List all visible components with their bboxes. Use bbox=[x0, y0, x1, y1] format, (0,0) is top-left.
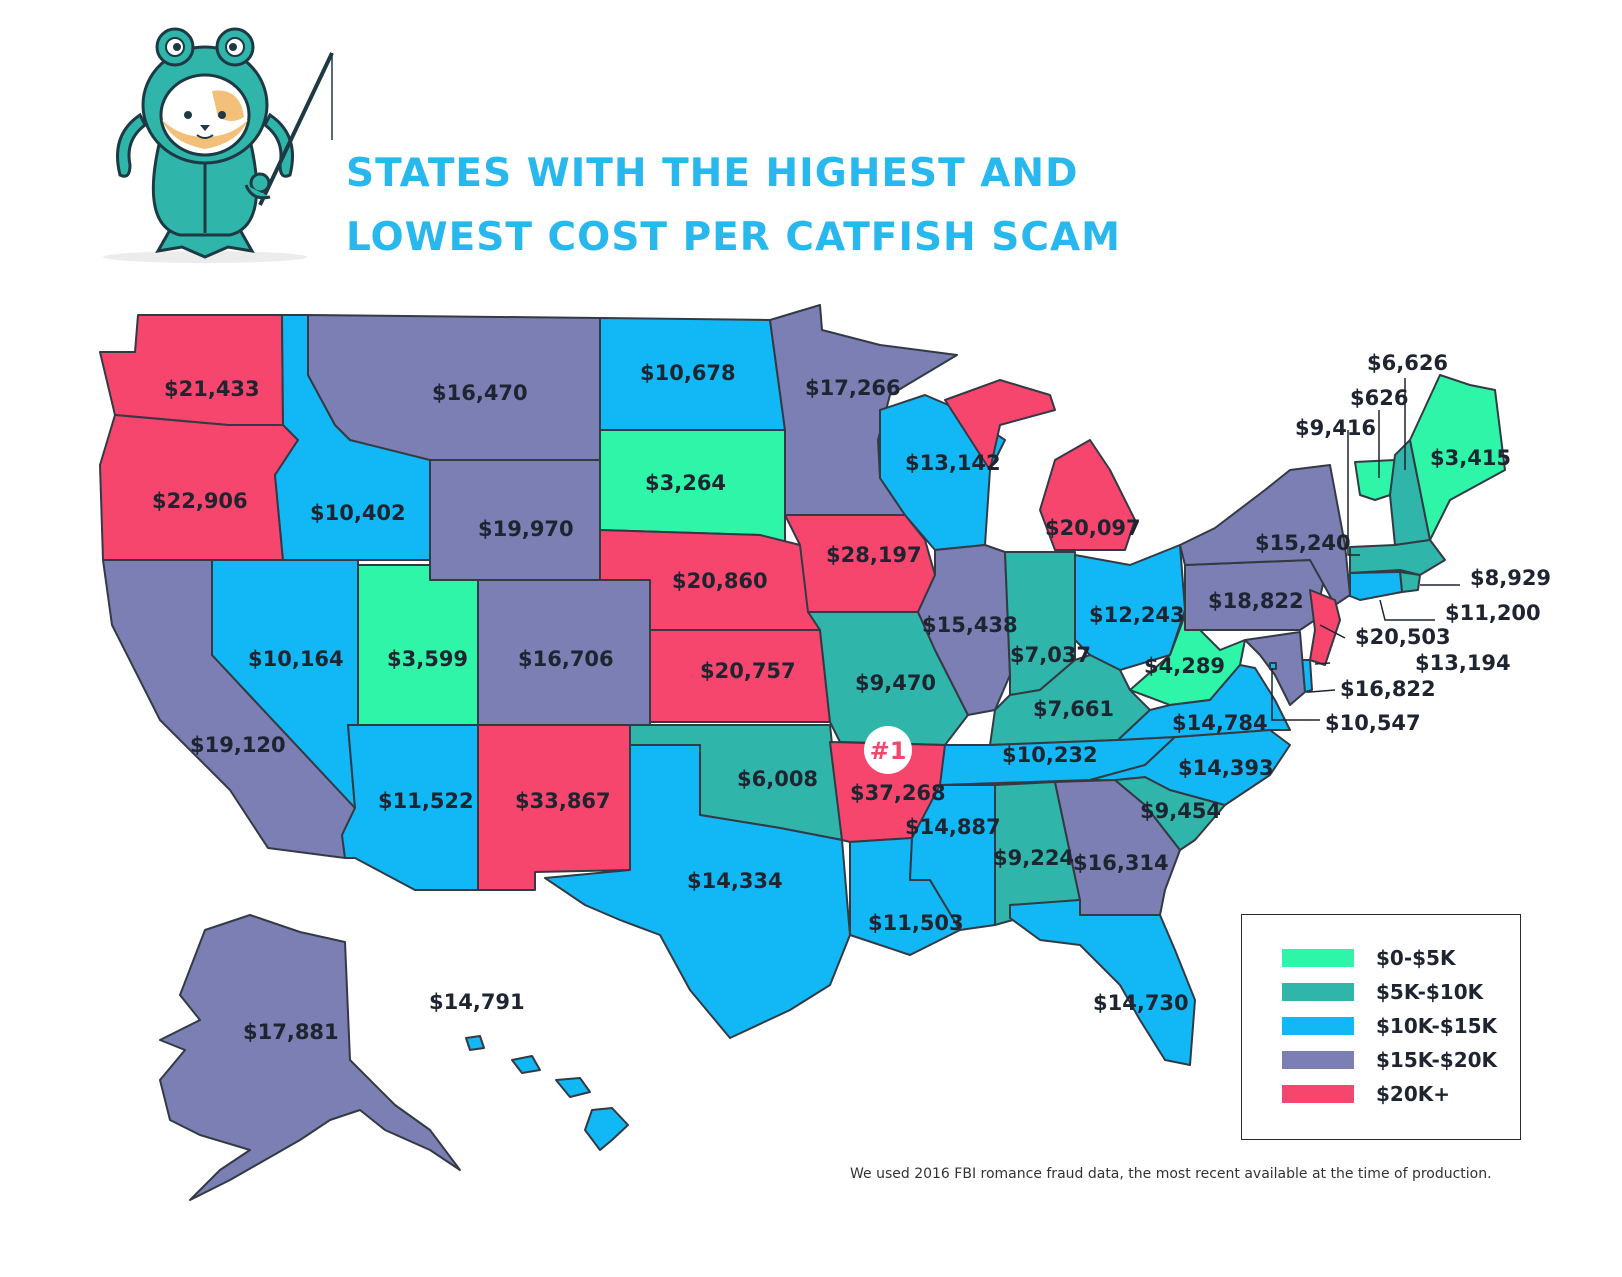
label-vt: $626 bbox=[1350, 386, 1408, 410]
state-va[interactable] bbox=[1117, 664, 1291, 741]
label-mt: $16,470 bbox=[432, 381, 528, 405]
legend-swatch bbox=[1282, 983, 1354, 1001]
legend-label: $20K+ bbox=[1376, 1082, 1451, 1106]
label-mo: $9,470 bbox=[855, 671, 936, 695]
label-nh: $6,626 bbox=[1367, 351, 1448, 375]
legend-label: $5K-$10K bbox=[1376, 980, 1484, 1004]
label-ky: $7,661 bbox=[1033, 697, 1114, 721]
state-hi-kauai[interactable] bbox=[465, 1035, 485, 1051]
catfish-mascot-illustration bbox=[103, 27, 334, 263]
label-md: $16,822 bbox=[1340, 677, 1436, 701]
label-dc: $10,547 bbox=[1325, 711, 1421, 735]
label-nm: $33,867 bbox=[515, 789, 611, 813]
state-fl[interactable] bbox=[1009, 899, 1196, 1066]
label-ny: $15,240 bbox=[1255, 531, 1351, 555]
label-in: $7,037 bbox=[1010, 643, 1091, 667]
label-mi: $20,097 bbox=[1045, 516, 1141, 540]
state-hi-oahu[interactable] bbox=[511, 1055, 541, 1074]
label-wy: $19,970 bbox=[478, 517, 574, 541]
rank-badge bbox=[864, 726, 912, 774]
label-nc: $14,393 bbox=[1178, 756, 1274, 780]
fishing-rod-icon bbox=[258, 52, 334, 206]
label-mn: $17,266 bbox=[805, 376, 901, 400]
label-ct: $11,200 bbox=[1445, 601, 1541, 625]
state-nc[interactable] bbox=[1089, 729, 1291, 806]
state-me[interactable] bbox=[1409, 374, 1506, 541]
rank-badge-label: #1 bbox=[870, 737, 907, 765]
state-ri[interactable] bbox=[1399, 571, 1421, 593]
label-de: $13,194 bbox=[1415, 651, 1511, 675]
state-il[interactable] bbox=[917, 544, 1011, 716]
label-al: $9,224 bbox=[993, 846, 1074, 870]
legend-label: $15K-$20K bbox=[1376, 1048, 1498, 1072]
label-fl: $14,730 bbox=[1093, 991, 1189, 1015]
label-ia: $28,197 bbox=[826, 543, 922, 567]
state-ut[interactable] bbox=[357, 564, 479, 726]
legend: $0-$5K $5K-$10K $10K-$15K $15K-$20K $20K… bbox=[1241, 914, 1521, 1140]
state-hi-big-island[interactable] bbox=[584, 1107, 629, 1151]
label-oh: $12,243 bbox=[1089, 603, 1185, 627]
label-ar: $37,268 bbox=[850, 781, 946, 805]
state-ak[interactable] bbox=[159, 914, 461, 1201]
callout-leader-lines bbox=[1271, 378, 1460, 721]
label-ks: $20,757 bbox=[700, 659, 796, 683]
label-nv: $10,164 bbox=[248, 647, 344, 671]
label-co: $16,706 bbox=[518, 647, 614, 671]
state-wa[interactable] bbox=[99, 314, 284, 426]
label-la: $11,503 bbox=[868, 911, 964, 935]
state-hi-maui[interactable] bbox=[555, 1077, 591, 1098]
label-ne: $20,860 bbox=[672, 569, 768, 593]
label-pa: $18,822 bbox=[1208, 589, 1304, 613]
state-dc[interactable] bbox=[1269, 662, 1277, 670]
legend-item: $5K-$10K bbox=[1282, 979, 1483, 1005]
state-ny[interactable] bbox=[1179, 464, 1351, 606]
label-il: $15,438 bbox=[922, 613, 1018, 637]
label-me: $3,415 bbox=[1430, 446, 1511, 470]
legend-swatch bbox=[1282, 1085, 1354, 1103]
label-id: $10,402 bbox=[310, 501, 406, 525]
label-ms: $14,887 bbox=[905, 815, 1001, 839]
legend-swatch bbox=[1282, 949, 1354, 967]
label-sc: $9,454 bbox=[1140, 799, 1221, 823]
state-ma[interactable] bbox=[1349, 539, 1446, 576]
legend-swatch bbox=[1282, 1051, 1354, 1069]
state-or[interactable] bbox=[99, 414, 299, 561]
state-mi[interactable] bbox=[944, 379, 1136, 551]
label-wi: $13,142 bbox=[905, 451, 1001, 475]
title-line-1: STATES WITH THE HIGHEST AND bbox=[346, 151, 1079, 196]
map-title: STATES WITH THE HIGHEST AND LOWEST COST … bbox=[346, 142, 1121, 270]
state-tx[interactable] bbox=[544, 744, 851, 1039]
legend-label: $0-$5K bbox=[1376, 946, 1456, 970]
label-ut: $3,599 bbox=[387, 647, 468, 671]
label-nd: $10,678 bbox=[640, 361, 736, 385]
legend-swatch bbox=[1282, 1017, 1354, 1035]
label-or: $22,906 bbox=[152, 489, 248, 513]
label-wv: $4,289 bbox=[1144, 654, 1225, 678]
label-ga: $16,314 bbox=[1073, 851, 1169, 875]
legend-item: $15K-$20K bbox=[1282, 1047, 1497, 1073]
label-ak: $17,881 bbox=[243, 1020, 339, 1044]
label-ri: $9,416 bbox=[1295, 416, 1376, 440]
legend-item: $0-$5K bbox=[1282, 945, 1455, 971]
label-nj: $20,503 bbox=[1355, 625, 1451, 649]
label-sd: $3,264 bbox=[645, 471, 726, 495]
legend-item: $20K+ bbox=[1282, 1081, 1450, 1107]
footnote: We used 2016 FBI romance fraud data, the… bbox=[850, 1166, 1492, 1182]
legend-label: $10K-$15K bbox=[1376, 1014, 1498, 1038]
state-ct[interactable] bbox=[1349, 571, 1403, 601]
label-wa: $21,433 bbox=[164, 377, 260, 401]
label-tn: $10,232 bbox=[1002, 743, 1098, 767]
label-ca: $19,120 bbox=[190, 733, 286, 757]
label-az: $11,522 bbox=[378, 789, 474, 813]
title-line-2: LOWEST COST PER CATFISH SCAM bbox=[346, 215, 1121, 260]
label-va: $14,784 bbox=[1172, 711, 1268, 735]
label-ok: $6,008 bbox=[737, 767, 818, 791]
state-vt[interactable] bbox=[1354, 459, 1396, 501]
label-tx: $14,334 bbox=[687, 869, 783, 893]
legend-item: $10K-$15K bbox=[1282, 1013, 1497, 1039]
label-hi: $14,791 bbox=[429, 990, 525, 1014]
label-ma: $8,929 bbox=[1470, 566, 1551, 590]
